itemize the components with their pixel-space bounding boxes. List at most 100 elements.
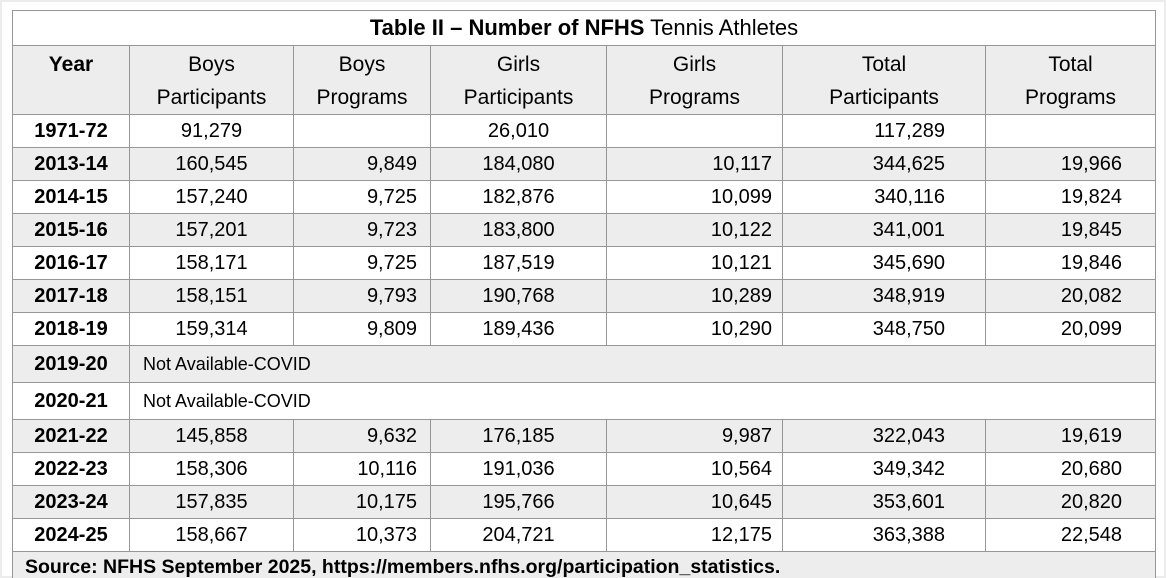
table-title: Table II – Number of NFHS Tennis Athlete… [11,10,1157,46]
total-programs-cell: 19,966 [984,147,1157,181]
boys-participants-cell: 158,667 [129,518,294,552]
boys-participants-cell: 158,151 [129,279,294,313]
year-cell: 1971-72 [12,114,130,148]
table-row-covid: 2019-20 Not Available-COVID [12,345,1157,383]
table-title-bold: Table II – Number of NFHS [369,15,645,40]
boys-programs-cell: 9,723 [293,213,431,247]
year-cell: 2013-14 [12,147,130,181]
girls-participants-cell: 191,036 [430,452,607,486]
girls-programs-cell: 9,987 [606,419,783,453]
girls-participants-cell: 182,876 [430,180,607,214]
boys-participants-cell: 157,835 [129,485,294,519]
table-row: 2017-18 158,151 9,793 190,768 10,289 348… [12,279,1157,313]
boys-programs-cell: 10,116 [293,452,431,486]
year-cell: 2020-21 [12,382,130,420]
boys-programs-cell: 9,632 [293,419,431,453]
table-row: 2018-19 159,314 9,809 189,436 10,290 348… [12,312,1157,346]
total-participants-cell: 341,001 [782,213,986,247]
boys-participants-cell: 157,201 [129,213,294,247]
girls-participants-cell: 189,436 [430,312,607,346]
year-cell: 2023-24 [12,485,130,519]
covid-note-cell: Not Available-COVID [128,382,1157,420]
total-participants-cell: 348,919 [782,279,986,313]
total-programs-cell [984,114,1157,148]
boys-participants-cell: 158,306 [129,452,294,486]
total-participants-cell: 340,116 [782,180,986,214]
source-row: Source: NFHS September 2025, https://mem… [11,551,1157,578]
year-cell: 2014-15 [12,180,130,214]
boys-participants-cell: 145,858 [129,419,294,453]
boys-programs-cell: 9,725 [293,180,431,214]
boys-programs-cell [293,114,431,148]
covid-note-cell: Not Available-COVID [128,345,1157,383]
total-programs-cell: 20,820 [984,485,1157,519]
year-cell: 2016-17 [12,246,130,280]
column-header-total-programs: Total Programs [984,45,1157,115]
nfhs-tennis-table: Table II – Number of NFHS Tennis Athlete… [11,10,1157,578]
table-row: 2022-23 158,306 10,116 191,036 10,564 34… [12,452,1157,486]
boys-programs-cell: 10,175 [293,485,431,519]
boys-programs-cell: 9,849 [293,147,431,181]
column-header-girls-programs: Girls Programs [606,45,783,115]
table-row-covid: 2020-21 Not Available-COVID [12,382,1157,420]
year-cell: 2015-16 [12,213,130,247]
girls-participants-cell: 190,768 [430,279,607,313]
girls-participants-cell: 26,010 [430,114,607,148]
boys-programs-cell: 9,793 [293,279,431,313]
girls-participants-cell: 195,766 [430,485,607,519]
total-participants-cell: 322,043 [782,419,986,453]
table-title-row: Table II – Number of NFHS Tennis Athlete… [11,10,1157,46]
boys-participants-cell: 157,240 [129,180,294,214]
girls-programs-cell: 10,117 [606,147,783,181]
boys-programs-cell: 10,373 [293,518,431,552]
table-row: 2021-22 145,858 9,632 176,185 9,987 322,… [12,419,1157,453]
total-programs-cell: 20,680 [984,452,1157,486]
year-cell: 2021-22 [12,419,130,453]
column-header-year: Year [12,45,130,115]
column-header-total-participants: Total Participants [782,45,986,115]
boys-participants-cell: 158,171 [129,246,294,280]
total-participants-cell: 344,625 [782,147,986,181]
girls-programs-cell: 10,122 [606,213,783,247]
total-programs-cell: 19,824 [984,180,1157,214]
total-participants-cell: 349,342 [782,452,986,486]
girls-participants-cell: 204,721 [430,518,607,552]
total-participants-cell: 345,690 [782,246,986,280]
total-participants-cell: 117,289 [782,114,986,148]
year-cell: 2024-25 [12,518,130,552]
column-header-boys-programs: Boys Programs [293,45,431,115]
girls-programs-cell: 10,645 [606,485,783,519]
girls-participants-cell: 183,800 [430,213,607,247]
table-row: 2016-17 158,171 9,725 187,519 10,121 345… [12,246,1157,280]
total-participants-cell: 363,388 [782,518,986,552]
year-cell: 2018-19 [12,312,130,346]
table-row: 2015-16 157,201 9,723 183,800 10,122 341… [12,213,1157,247]
year-cell: 2022-23 [12,452,130,486]
total-participants-cell: 353,601 [782,485,986,519]
boys-participants-cell: 91,279 [129,114,294,148]
girls-programs-cell: 10,099 [606,180,783,214]
total-programs-cell: 19,619 [984,419,1157,453]
girls-participants-cell: 187,519 [430,246,607,280]
total-programs-cell: 20,099 [984,312,1157,346]
year-cell: 2019-20 [12,345,130,383]
boys-programs-cell: 9,725 [293,246,431,280]
table-row: 2014-15 157,240 9,725 182,876 10,099 340… [12,180,1157,214]
girls-programs-cell: 10,564 [606,452,783,486]
total-programs-cell: 20,082 [984,279,1157,313]
table-row: 2023-24 157,835 10,175 195,766 10,645 35… [12,485,1157,519]
year-cell: 2017-18 [12,279,130,313]
column-header-girls-participants: Girls Participants [430,45,607,115]
total-programs-cell: 19,846 [984,246,1157,280]
girls-programs-cell [606,114,783,148]
girls-participants-cell: 184,080 [430,147,607,181]
table-row: 1971-72 91,279 26,010 117,289 [12,114,1157,148]
boys-programs-cell: 9,809 [293,312,431,346]
total-participants-cell: 348,750 [782,312,986,346]
boys-participants-cell: 160,545 [129,147,294,181]
total-programs-cell: 19,845 [984,213,1157,247]
total-programs-cell: 22,548 [984,518,1157,552]
girls-programs-cell: 10,289 [606,279,783,313]
table-title-regular: Tennis Athletes [644,15,799,40]
column-header-boys-participants: Boys Participants [129,45,294,115]
